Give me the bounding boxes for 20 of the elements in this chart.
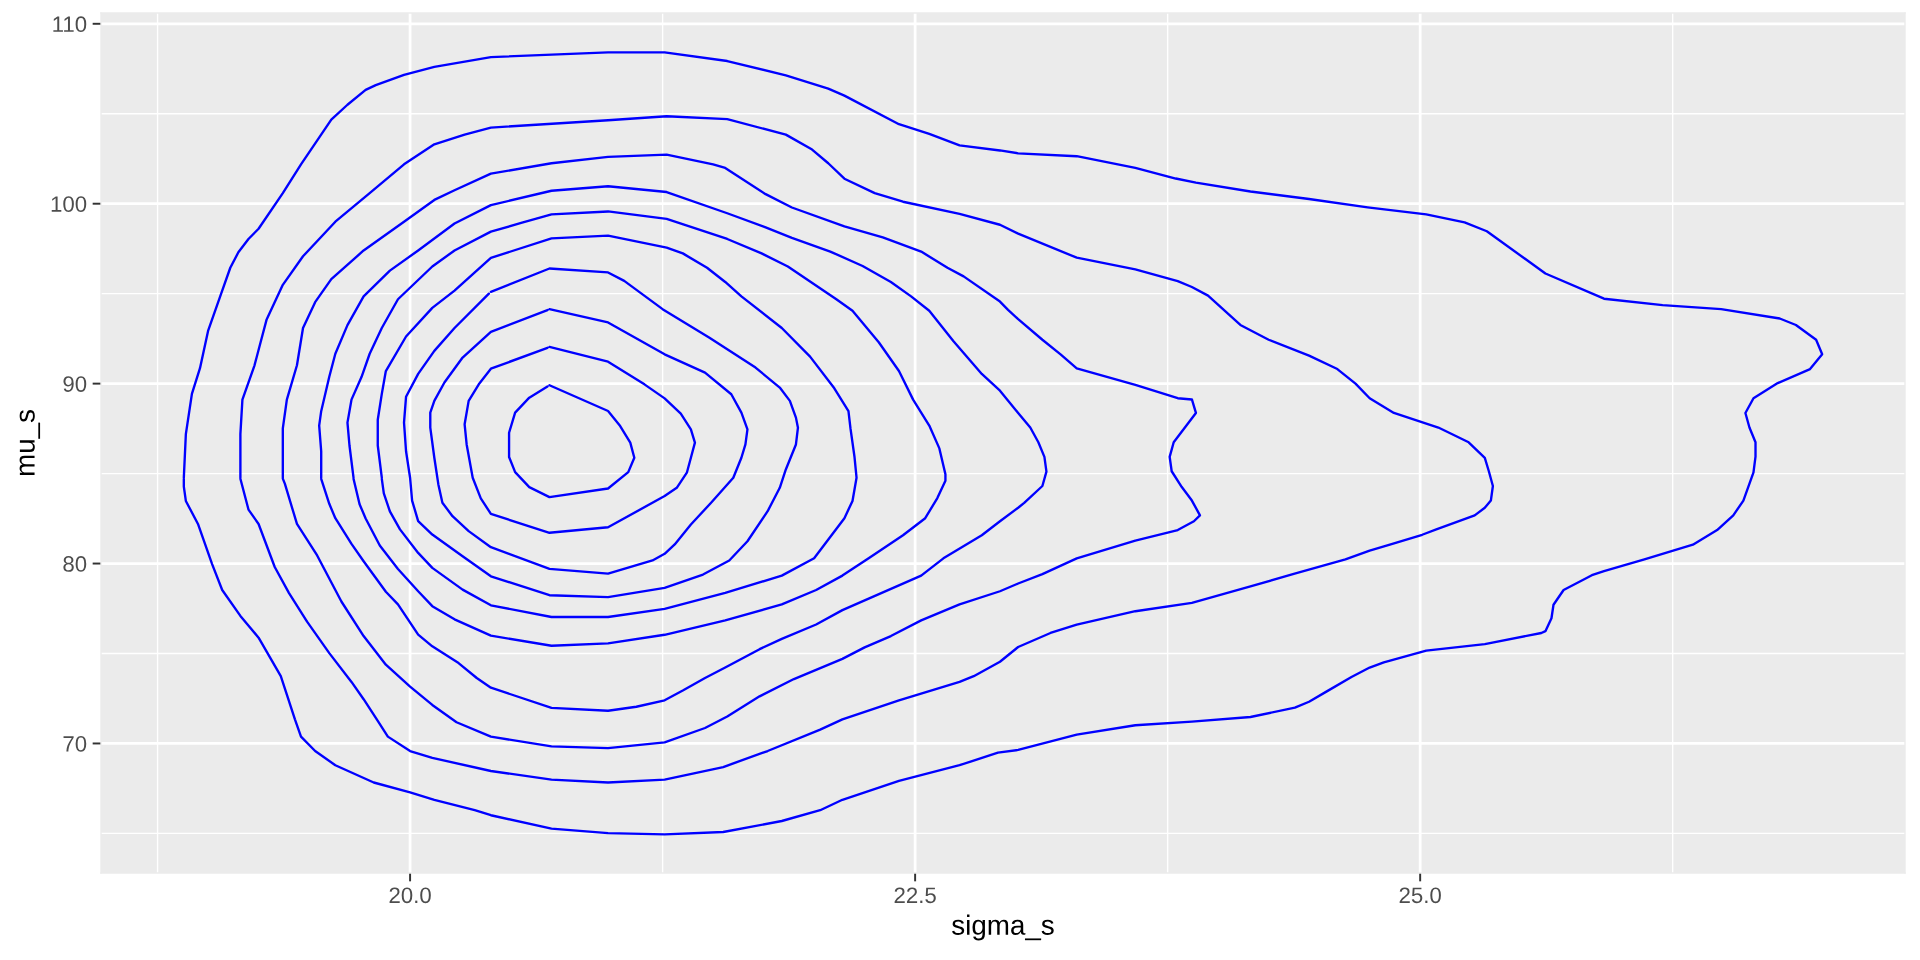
line-series: [402, 267, 800, 599]
line-series: [182, 51, 1824, 836]
y-tick-label: 70: [63, 735, 87, 752]
y-tick-label: 90: [63, 376, 87, 392]
line-series: [239, 115, 1495, 784]
y-tick-label: 110: [53, 16, 87, 33]
x-tick-label: 20.0: [389, 887, 431, 904]
y-tick-label: 100: [51, 196, 87, 212]
line-series: [463, 345, 697, 534]
line-series: [346, 210, 947, 647]
line-series: [376, 234, 858, 619]
line-series: [281, 153, 1202, 750]
line-series: [507, 384, 636, 499]
x-tick-label: 22.5: [894, 887, 936, 904]
y-axis-title: mu_s: [19, 410, 41, 476]
line-series: [429, 307, 749, 575]
line-series: [318, 185, 1048, 712]
y-tick-label: 80: [63, 556, 87, 572]
x-tick-label: 25.0: [1399, 887, 1441, 904]
x-axis-title: sigma_s: [952, 914, 1054, 941]
